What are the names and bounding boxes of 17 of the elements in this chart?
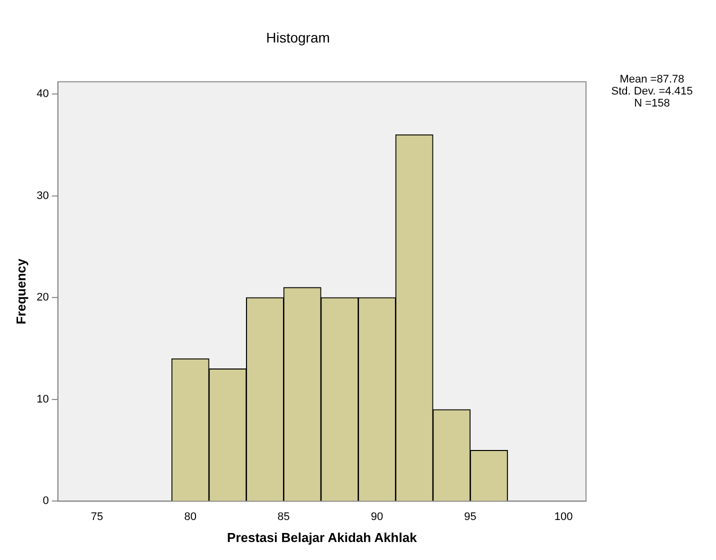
x-tick-label: 80 — [184, 510, 196, 523]
text: Mean =87.78 — [620, 73, 684, 86]
y-tick-label: 40 — [36, 88, 49, 100]
y-tick-label: 10 — [36, 393, 49, 406]
text: N =158 — [634, 97, 670, 110]
x-tick-label: 95 — [464, 510, 476, 523]
x-tick-label: 100 — [554, 510, 573, 523]
y-tick-label: 0 — [42, 495, 49, 508]
y-tick-label: 30 — [36, 190, 49, 202]
y-tick-label: 20 — [36, 292, 49, 304]
chart-title: Histogram — [266, 29, 330, 46]
x-tick-label: 90 — [370, 510, 384, 523]
text: Std. Dev. =4.415 — [611, 85, 693, 98]
y-axis-title: Frequency — [13, 258, 28, 324]
x-tick-label: 85 — [278, 510, 290, 523]
x-axis-title: Prestasi Belajar Akidah Akhlak — [227, 530, 418, 545]
x-tick-label: 75 — [90, 510, 104, 523]
